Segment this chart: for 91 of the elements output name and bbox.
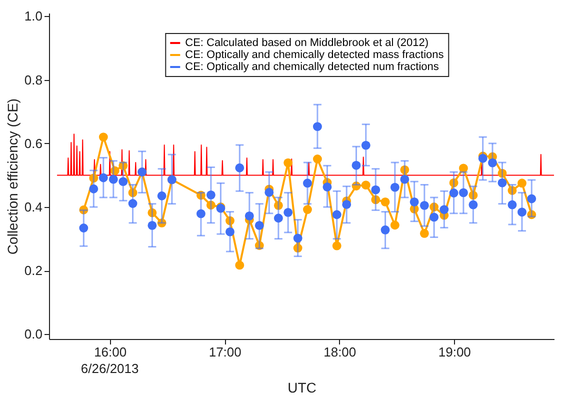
point — [498, 168, 507, 178]
point — [196, 209, 206, 218]
point — [79, 224, 88, 232]
point — [226, 216, 234, 226]
x-tick-label: 18:00 — [324, 344, 356, 360]
point — [458, 164, 468, 173]
point — [410, 197, 419, 206]
point — [430, 212, 439, 222]
point — [527, 210, 536, 220]
x-tick-label: 19:00 — [438, 344, 471, 360]
point — [293, 244, 302, 252]
point — [110, 166, 120, 176]
point — [449, 188, 458, 198]
point — [518, 178, 526, 188]
point — [148, 220, 157, 230]
point — [254, 241, 264, 250]
point — [342, 200, 352, 209]
point — [108, 174, 118, 184]
point — [89, 184, 98, 194]
point — [498, 178, 507, 188]
point — [157, 218, 166, 228]
point — [352, 182, 361, 190]
point — [508, 200, 517, 210]
point — [128, 188, 138, 198]
point — [128, 199, 138, 208]
point — [206, 200, 216, 210]
point — [488, 158, 497, 168]
y-tick-label: 0.2 — [24, 263, 42, 278]
point — [118, 177, 128, 186]
x-axis-title: UTC — [288, 380, 316, 396]
point — [420, 200, 429, 210]
point — [226, 227, 234, 236]
point — [79, 205, 88, 214]
x-tick-label: 17:00 — [208, 344, 242, 360]
point — [302, 205, 312, 214]
point — [371, 185, 380, 194]
point — [274, 214, 283, 223]
point — [148, 208, 157, 218]
y-tick-label: 0.0 — [24, 326, 42, 342]
point — [264, 188, 274, 197]
point — [390, 182, 400, 192]
point — [157, 191, 166, 200]
x-tick-label: 16:00 — [94, 344, 127, 360]
point — [361, 180, 370, 190]
point — [98, 173, 108, 182]
point — [312, 154, 322, 164]
point — [235, 163, 244, 172]
point — [468, 190, 478, 200]
point — [89, 174, 98, 183]
point — [274, 200, 283, 210]
point — [293, 234, 302, 243]
point — [322, 182, 332, 192]
y-tick-label: 0.6 — [24, 136, 42, 151]
point — [332, 210, 342, 220]
point — [430, 202, 439, 212]
point — [196, 190, 206, 200]
point — [508, 186, 517, 195]
point — [468, 200, 478, 210]
y-tick-label: 0.8 — [24, 72, 42, 88]
point — [312, 122, 322, 132]
y-tick-label: 0.4 — [24, 200, 42, 215]
point — [380, 197, 390, 206]
y-axis-title: Collection efficiency (CE) — [4, 98, 20, 255]
point — [244, 211, 254, 220]
point — [284, 208, 293, 217]
point — [440, 205, 449, 214]
point — [361, 140, 370, 150]
legend-label: CE: Calculated based on Middlebrook et al (2012) — [185, 37, 429, 49]
legend-label: CE: Optically and chemically detected mass fractions — [185, 49, 444, 61]
point — [98, 132, 108, 142]
point — [458, 188, 468, 198]
point — [254, 220, 264, 230]
point — [206, 190, 216, 200]
point — [284, 158, 293, 168]
point — [302, 178, 312, 188]
point — [400, 165, 410, 174]
point — [380, 225, 390, 234]
point — [518, 208, 526, 217]
legend-label: CE: Optically and chemically detected num fractions — [185, 61, 440, 73]
point — [235, 260, 244, 270]
point — [420, 228, 429, 238]
point — [390, 220, 400, 230]
point — [449, 178, 458, 188]
point — [371, 195, 380, 204]
point — [400, 174, 410, 184]
point — [332, 241, 342, 250]
point — [352, 160, 361, 170]
y-tick-label: 1.0 — [24, 8, 42, 24]
text: 6/26/2013 — [80, 361, 139, 376]
point — [527, 194, 536, 204]
point — [118, 161, 128, 170]
